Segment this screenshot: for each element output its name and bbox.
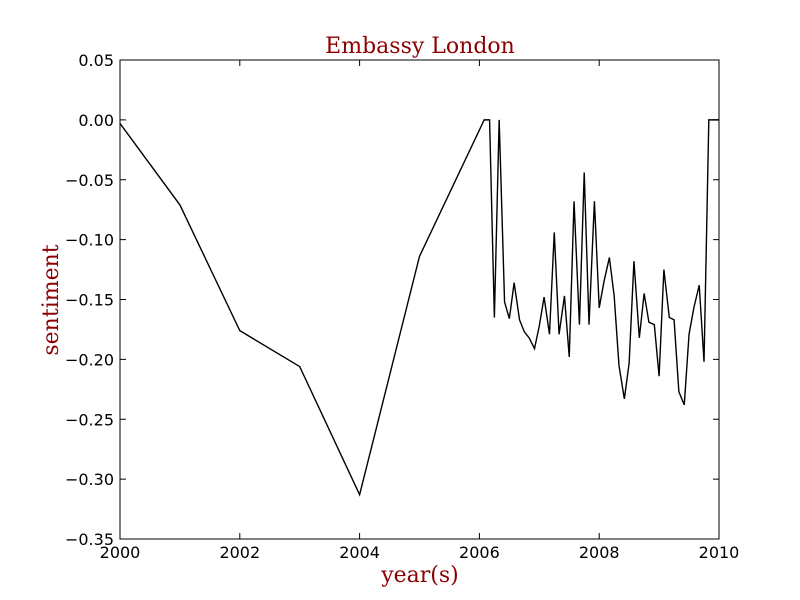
x-tick-label: 2008 [579, 543, 620, 562]
y-tick-label: −0.10 [65, 231, 114, 250]
x-tick-label: 2010 [699, 543, 740, 562]
y-tick-label: −0.05 [65, 171, 114, 190]
plot-frame [119, 59, 720, 540]
y-tick-label: −0.30 [65, 470, 114, 489]
y-tick-label: −0.35 [65, 530, 114, 549]
x-tick-label: 2006 [459, 543, 500, 562]
x-axis-title: year(s) [380, 563, 459, 588]
x-tick-label: 2002 [219, 543, 260, 562]
chart-title: Embassy London [325, 34, 515, 59]
series-line-0 [119, 119, 719, 497]
x-tick-label: 2004 [339, 543, 380, 562]
y-tick-label: 0.05 [78, 51, 114, 70]
x-tick-label: 2000 [100, 543, 141, 562]
plot-area: 2000 2002 2004 2006 2008 2010 0.05 0.00 −0.05 −0.… [65, 51, 739, 562]
y-tick-label: 0.00 [78, 111, 114, 130]
y-tick-label: −0.15 [65, 291, 114, 310]
y-axis-title: sentiment [39, 244, 64, 355]
y-tick-label: −0.20 [65, 350, 114, 369]
y-tick-label: −0.25 [65, 410, 114, 429]
